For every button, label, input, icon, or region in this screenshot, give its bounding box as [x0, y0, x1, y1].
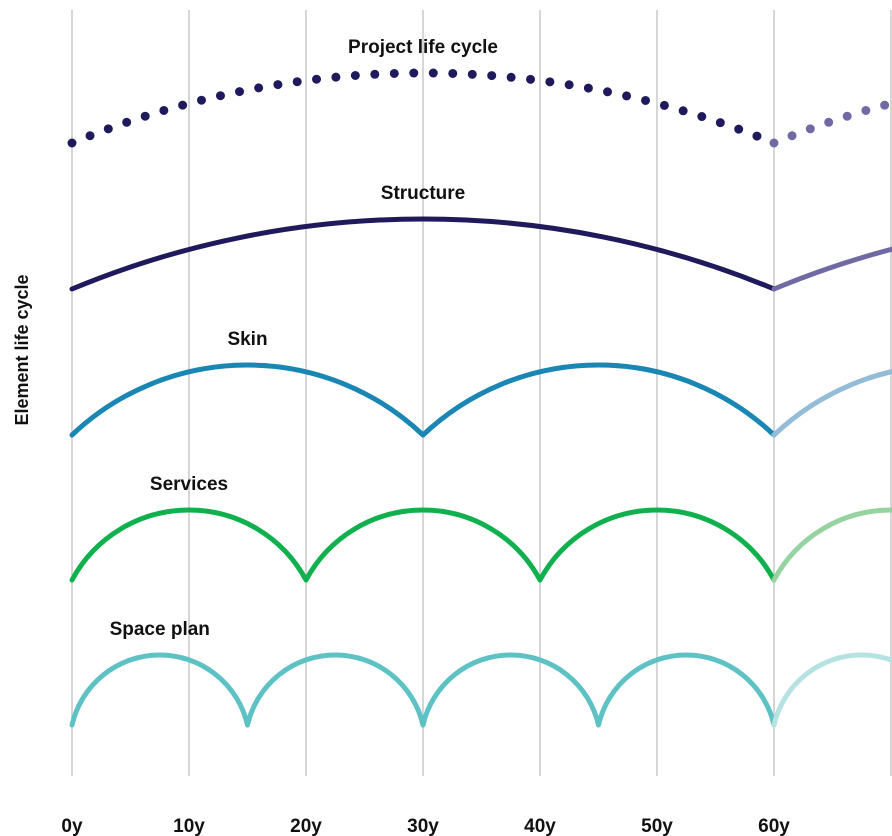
- series-curves: [67, 68, 892, 728]
- series-label: Project life cycle: [348, 37, 498, 58]
- series-curve: [69, 216, 777, 292]
- series-label: Skin: [227, 329, 267, 350]
- series-labels: Project life cycle Structure Skin Services S…: [110, 37, 498, 640]
- x-tick-label: 10y: [173, 816, 205, 836]
- series-curve-continuation: [771, 246, 892, 292]
- x-axis-ticks: 0y 10y 20y 30y 40y 50y 60y: [61, 816, 790, 836]
- series-curve-continuation: [771, 369, 892, 438]
- series-curve-continuation: [771, 507, 892, 583]
- x-tick-label: 40y: [524, 816, 556, 836]
- gridlines: [71, 10, 892, 776]
- x-tick-label: 30y: [407, 816, 439, 836]
- series-label: Space plan: [110, 619, 210, 640]
- series-curve: [69, 507, 777, 583]
- series-curve: [69, 652, 777, 728]
- series-label: Structure: [381, 183, 465, 204]
- x-tick-label: 60y: [758, 816, 790, 836]
- x-tick-label: 20y: [290, 816, 322, 836]
- series-curve-continuation: [769, 98, 892, 148]
- series-curve: [69, 362, 777, 438]
- series-curve-continuation: [771, 652, 892, 728]
- x-tick-label: 0y: [61, 816, 83, 836]
- series-label: Services: [150, 474, 228, 495]
- x-tick-label: 50y: [641, 816, 673, 836]
- y-axis-label: Element life cycle: [12, 274, 32, 425]
